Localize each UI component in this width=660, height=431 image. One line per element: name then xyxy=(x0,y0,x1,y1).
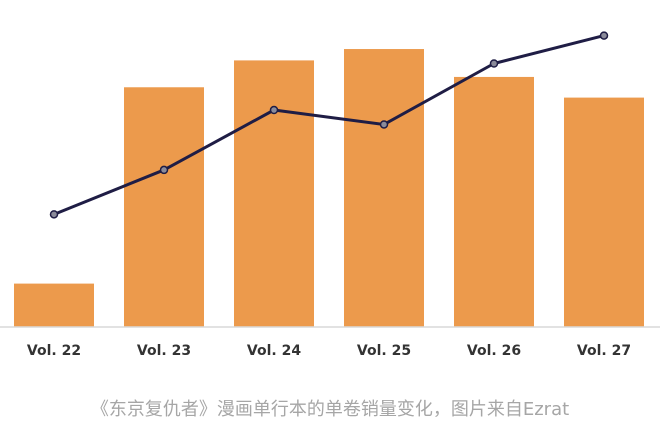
x-tick-labels: Vol. 22 Vol. 23 Vol. 24 Vol. 25 Vol. 26 Vol. … xyxy=(27,343,631,359)
chart: Vol. 22 Vol. 23 Vol. 24 Vol. 25 Vol. 26 Vol. … xyxy=(0,31,660,359)
combo-chart: Vol. 22 Vol. 23 Vol. 24 Vol. 25 Vol. 26 Vol. … xyxy=(0,31,660,359)
bar-3 xyxy=(234,60,314,328)
line-point-6 xyxy=(599,31,609,40)
line-point-2 xyxy=(159,165,169,175)
x-tick-label: Vol. 27 xyxy=(577,343,631,359)
line-point-4 xyxy=(379,120,389,129)
series-line xyxy=(53,34,605,216)
bar-4 xyxy=(344,49,424,328)
line-layer xyxy=(49,31,609,219)
bar-2 xyxy=(124,87,204,328)
x-tick-label: Vol. 25 xyxy=(357,343,411,359)
bars-layer xyxy=(14,49,644,328)
line-point-3 xyxy=(269,105,279,115)
chart-caption: 《东京复仇者》漫画单行本的单卷销量变化，图片来自Ezrat xyxy=(90,399,570,420)
bar-1 xyxy=(14,283,94,327)
bar-6 xyxy=(564,97,644,327)
x-tick-label: Vol. 26 xyxy=(467,343,521,359)
bar-5 xyxy=(454,76,534,327)
x-tick-label: Vol. 22 xyxy=(27,343,81,359)
line-point-5 xyxy=(489,59,499,68)
x-tick-label: Vol. 23 xyxy=(137,343,191,359)
x-tick-label: Vol. 24 xyxy=(247,343,301,359)
line-point-1 xyxy=(49,210,59,219)
